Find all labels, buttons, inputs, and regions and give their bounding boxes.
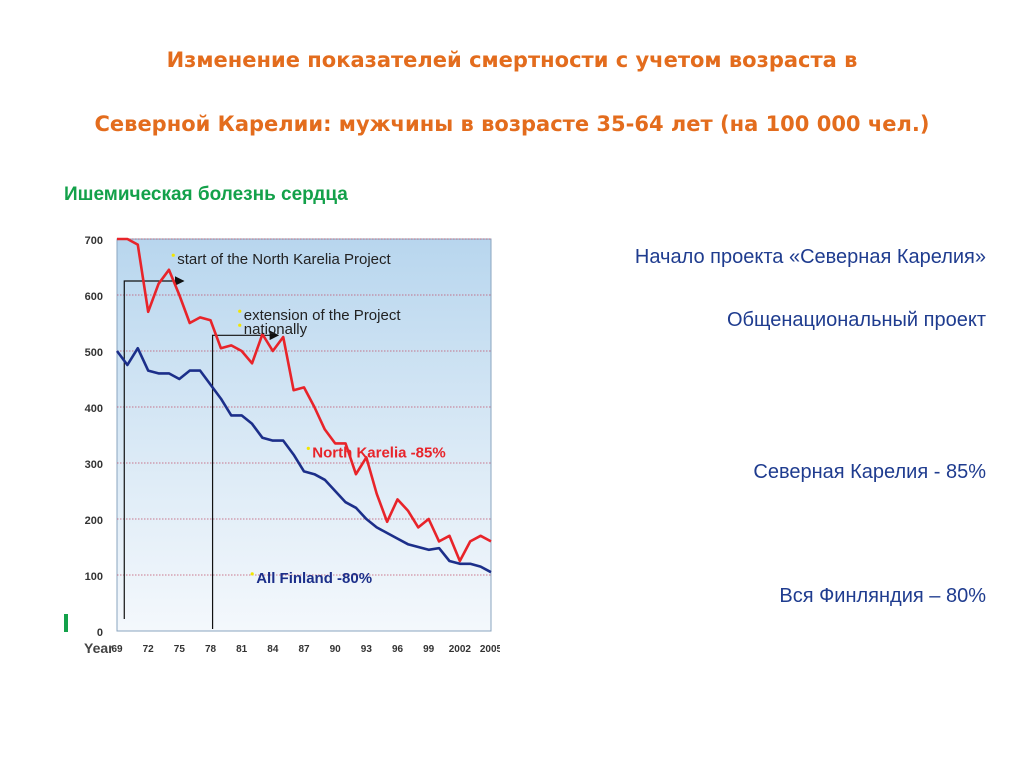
annotation-project-start: start of the North Karelia Project — [177, 251, 391, 268]
x-axis-label: Year — [84, 640, 114, 656]
page-title-line1: Изменение показателей смертности с учето… — [166, 48, 858, 72]
y-tick-label: 500 — [85, 347, 103, 359]
x-tick-label: 2002 — [449, 644, 472, 655]
annotation-bullet — [250, 572, 254, 576]
y-tick-label: 200 — [85, 515, 103, 527]
grid-lines — [117, 238, 491, 576]
annotation-bullet — [306, 446, 310, 450]
x-tick-label: 75 — [174, 644, 186, 655]
y-tick-label: 0 — [97, 627, 103, 639]
green-bar-marker — [64, 614, 68, 632]
note-north-karelia: Северная Карелия - 85% — [753, 461, 986, 483]
y-tick-label: 600 — [85, 291, 103, 303]
chart-subtitle: Ишемическая болезнь сердца — [64, 184, 348, 205]
x-axis-ticks: 69 72 75 78 81 84 87 90 93 96 99 2002 2005 — [111, 644, 500, 655]
note-project-start: Начало проекта «Северная Карелия» — [634, 246, 986, 268]
annotation-north-karelia: North Karelia -85% — [312, 444, 445, 461]
annotation-all-finland: All Finland -80% — [256, 570, 372, 587]
north-karelia-line — [117, 237, 492, 563]
page-title-line2: Северной Карелии: мужчины в возрасте 35-… — [94, 112, 930, 136]
x-tick-label: 81 — [236, 644, 248, 655]
mortality-line-chart: 0 100 200 300 400 500 600 700 69 72 75 78 81 84 87 90 9… — [84, 235, 500, 656]
project-start-arrow — [123, 276, 185, 619]
x-tick-label: 69 — [111, 644, 123, 655]
annotation-extension: extension of the Project — [244, 307, 402, 324]
x-tick-label: 93 — [361, 644, 373, 655]
chart-annotations: start of the North Karelia Project extens… — [171, 251, 446, 587]
all-finland-line — [115, 346, 492, 574]
x-tick-label: 2005 — [480, 644, 500, 655]
annotation-bullet — [171, 253, 175, 257]
annotation-bullet — [238, 323, 242, 327]
note-all-finland: Вся Финляндия – 80% — [779, 585, 986, 607]
project-arrows — [123, 276, 280, 629]
x-tick-label: 87 — [298, 644, 310, 655]
x-tick-label: 99 — [423, 644, 435, 655]
note-national-project: Общенациональный проект — [726, 309, 986, 331]
x-tick-label: 90 — [330, 644, 342, 655]
y-axis-ticks: 0 100 200 300 400 500 600 700 — [85, 235, 103, 639]
y-tick-label: 700 — [85, 235, 103, 247]
x-tick-label: 84 — [267, 644, 279, 655]
x-tick-label: 72 — [143, 644, 155, 655]
x-tick-label: 96 — [392, 644, 404, 655]
y-tick-label: 300 — [85, 459, 103, 471]
annotation-bullet — [238, 309, 242, 313]
y-tick-label: 400 — [85, 403, 103, 415]
y-tick-label: 100 — [85, 571, 103, 583]
national-extension-arrow — [211, 330, 280, 629]
series-lines — [115, 237, 492, 574]
x-tick-label: 78 — [205, 644, 217, 655]
plot-background — [116, 238, 492, 632]
annotation-nationally: nationally — [244, 321, 308, 338]
